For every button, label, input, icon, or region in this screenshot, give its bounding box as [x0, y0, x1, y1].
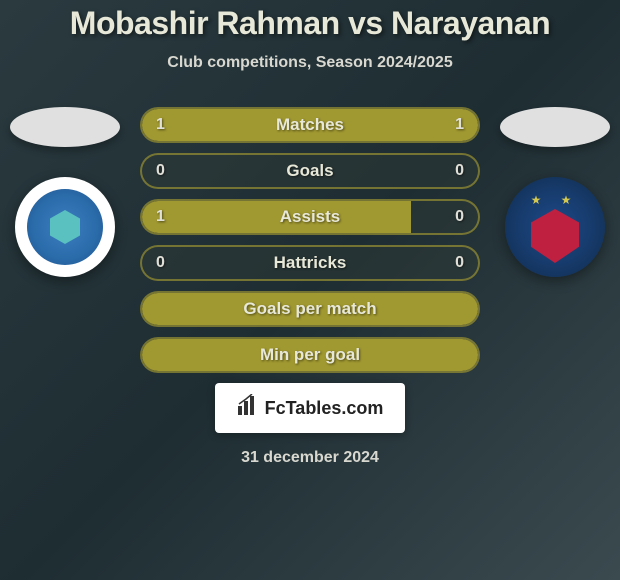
stat-row: Goals per match — [140, 291, 480, 327]
date-text: 31 december 2024 — [241, 449, 379, 467]
player-right-avatar — [500, 107, 610, 147]
stat-label: Goals — [286, 161, 333, 181]
stat-label: Goals per match — [243, 299, 376, 319]
club-badge-right — [505, 177, 605, 277]
stat-label: Assists — [280, 207, 340, 227]
player-left-column — [10, 107, 120, 277]
stat-row: 1 Assists 0 — [140, 199, 480, 235]
stat-label: Min per goal — [260, 345, 360, 365]
subtitle: Club competitions, Season 2024/2025 — [167, 54, 452, 72]
stat-row: 1 Matches 1 — [140, 107, 480, 143]
player-left-avatar — [10, 107, 120, 147]
stat-value-right: 1 — [455, 116, 464, 134]
player-right-column — [500, 107, 610, 277]
stat-value-right: 0 — [455, 162, 464, 180]
page-title: Mobashir Rahman vs Narayanan — [70, 5, 550, 42]
stat-label: Hattricks — [274, 253, 347, 273]
stat-row: 0 Hattricks 0 — [140, 245, 480, 281]
stat-value-left: 0 — [156, 254, 165, 272]
stat-value-right: 0 — [455, 254, 464, 272]
stats-column: 1 Matches 1 0 Goals 0 1 Assists 0 0 Hattricks 0 Goal… — [140, 107, 480, 373]
stat-label: Matches — [276, 115, 344, 135]
stat-value-left: 0 — [156, 162, 165, 180]
chart-icon — [237, 394, 259, 422]
club-badge-left — [15, 177, 115, 277]
fctables-logo[interactable]: FcTables.com — [215, 383, 405, 433]
stat-row: 0 Goals 0 — [140, 153, 480, 189]
stat-value-left: 1 — [156, 208, 165, 226]
logo-text: FcTables.com — [265, 398, 384, 419]
content-area: 1 Matches 1 0 Goals 0 1 Assists 0 0 Hattricks 0 Goal… — [0, 107, 620, 373]
stat-value-right: 0 — [455, 208, 464, 226]
stat-row: Min per goal — [140, 337, 480, 373]
stat-value-left: 1 — [156, 116, 165, 134]
stat-fill-left — [142, 201, 411, 233]
